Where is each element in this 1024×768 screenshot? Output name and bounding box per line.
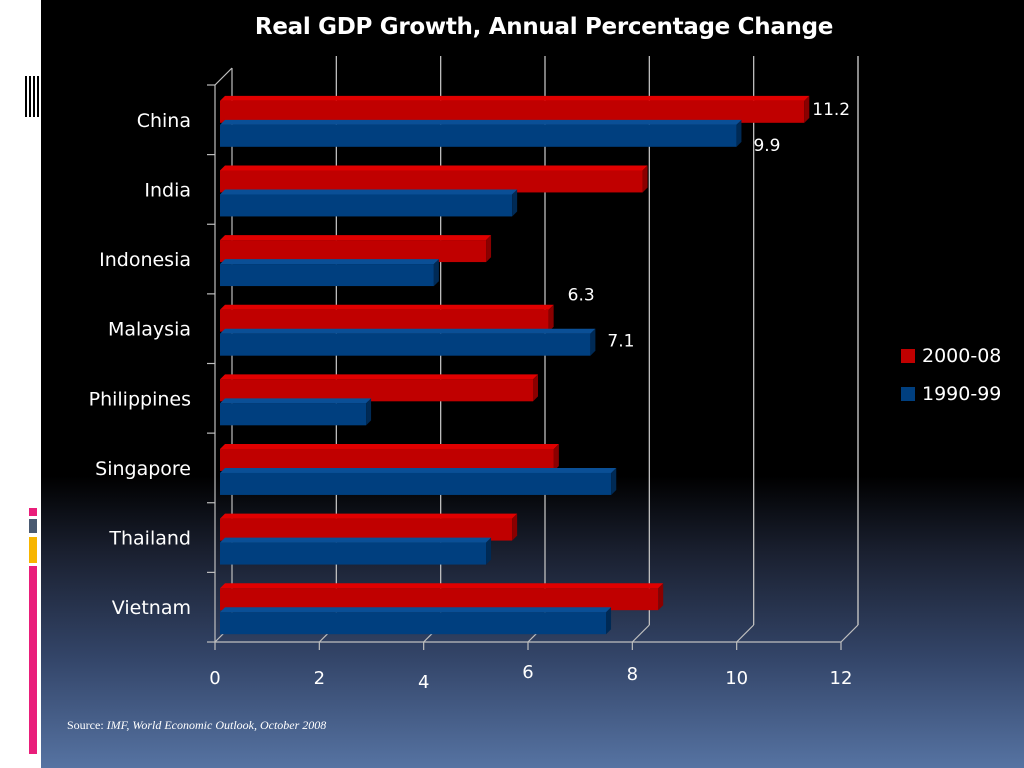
bar — [220, 403, 367, 426]
legend-label: 2000-08 — [922, 345, 1001, 367]
accent-barcode — [25, 76, 40, 117]
bar-top-face — [220, 513, 518, 519]
legend-swatch — [901, 349, 915, 363]
data-label: 6.3 — [568, 286, 595, 306]
bar-top-face — [220, 304, 554, 310]
x-tick-label: 10 — [725, 668, 748, 689]
bar-side-face — [611, 467, 617, 495]
bar-side-face — [606, 607, 612, 635]
bar-side-face — [548, 304, 554, 332]
data-label: 9.9 — [753, 136, 780, 156]
bar-top-face — [220, 235, 492, 241]
bar-top-face — [220, 398, 372, 404]
bar-top-face — [220, 537, 492, 543]
bar-side-face — [804, 95, 810, 123]
bar — [220, 612, 607, 635]
bar-top-face — [220, 119, 742, 125]
accent-stripe-gray — [29, 519, 37, 533]
bar — [220, 264, 434, 287]
bar-side-face — [590, 328, 596, 356]
bar — [220, 448, 554, 471]
bar-top-face — [220, 95, 810, 101]
bar-side-face — [512, 189, 518, 217]
data-label: 11.2 — [812, 100, 850, 120]
bar — [220, 472, 612, 495]
bar-top-face — [220, 583, 664, 589]
category-label: Malaysia — [108, 319, 191, 341]
bar — [220, 518, 513, 541]
labels-layer: 0 2 4 6 8 10 12 China India Indonesia Malaysia Phil… — [89, 100, 853, 693]
bar — [220, 194, 513, 217]
accent-stripe-pink-small — [29, 508, 37, 516]
category-label: China — [137, 110, 191, 132]
x-tick-label: 6 — [522, 662, 533, 683]
bar — [220, 240, 487, 263]
floor-gridline — [840, 624, 859, 643]
x-tick-label: 2 — [314, 668, 325, 689]
bar — [220, 379, 533, 402]
source-text: IMF, World Economic Outlook, October 200… — [106, 718, 327, 732]
source-note: Source: IMF, World Economic Outlook, Oct… — [67, 718, 326, 733]
bar-side-face — [486, 537, 492, 565]
bar-top-face — [220, 467, 617, 473]
category-label: Vietnam — [112, 597, 191, 619]
bar — [220, 309, 549, 332]
category-label: Thailand — [108, 528, 191, 550]
bar-side-face — [658, 583, 664, 611]
bar-side-face — [486, 235, 492, 263]
legend-swatch — [901, 387, 915, 401]
category-label: Singapore — [95, 458, 191, 480]
left-margin — [0, 0, 41, 768]
category-label: India — [144, 179, 191, 201]
data-label: 7.1 — [607, 332, 634, 352]
bar-top-face — [220, 607, 612, 613]
chart-title: Real GDP Growth, Annual Percentage Chang… — [254, 14, 834, 40]
bar-top-face — [220, 259, 439, 265]
bar-top-face — [220, 443, 559, 449]
floor-gridline — [736, 624, 755, 643]
accent-stripe-yellow — [29, 537, 37, 563]
bar-side-face — [433, 259, 439, 287]
x-tick-label: 8 — [627, 664, 638, 685]
bar-top-face — [220, 328, 596, 334]
source-prefix: Source: — [67, 718, 107, 732]
bar-side-face — [512, 513, 518, 541]
bar-side-face — [642, 165, 648, 193]
x-tick-label: 4 — [418, 672, 429, 693]
category-label: Philippines — [89, 388, 191, 410]
bar-side-face — [553, 443, 559, 471]
legend-label: 1990-99 — [922, 383, 1001, 405]
bar-top-face — [220, 374, 538, 380]
category-label: Indonesia — [99, 249, 191, 271]
y-axis-top-diagonal — [214, 67, 233, 86]
bar — [220, 124, 737, 147]
bar-top-face — [220, 189, 518, 195]
x-tick-label: 0 — [209, 668, 220, 689]
bar — [220, 542, 487, 565]
bar-side-face — [736, 119, 742, 147]
bar-side-face — [533, 374, 538, 402]
bar-top-face — [220, 165, 648, 171]
bar — [220, 100, 805, 123]
floor-gridline — [631, 624, 650, 643]
x-tick-label: 12 — [830, 668, 853, 689]
bar-side-face — [366, 398, 372, 426]
bar — [220, 588, 659, 611]
bars-layer — [220, 95, 810, 635]
bar — [220, 170, 643, 193]
legend: 2000-08 1990-99 — [901, 345, 1001, 405]
bar — [220, 333, 591, 356]
accent-stripe-pink-long — [29, 566, 37, 754]
